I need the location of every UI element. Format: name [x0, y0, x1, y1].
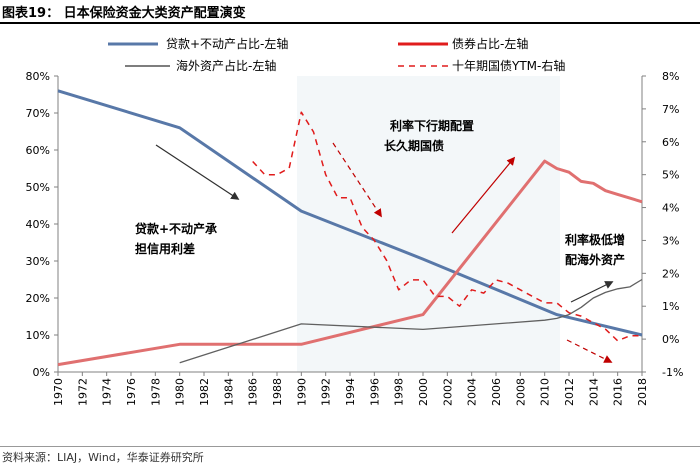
- y-right-tick-label: 4%: [662, 202, 679, 215]
- x-tick-label: 1976: [125, 378, 138, 406]
- chart-svg: 贷款+不动产占比-左轴 债券占比-左轴 海外资产占比-左轴 十年期国债YTM-右…: [26, 36, 684, 406]
- annotation-loans-line1: 贷款+不动产承: [135, 221, 217, 236]
- series-bonds-line: [57, 159, 643, 367]
- legend-label-loans: 贷款+不动产占比-左轴: [166, 36, 288, 51]
- annotation-overseas-line2: 配海外资产: [565, 252, 625, 267]
- title-bar: 图表19： 日本保险资金大类资产配置演变: [0, 0, 700, 24]
- legend-label-bonds: 债券占比-左轴: [452, 36, 528, 51]
- x-tick-label: 2000: [417, 378, 430, 406]
- x-tick-label: 1978: [149, 378, 162, 406]
- x-tick-label: 1996: [368, 378, 381, 406]
- legend-label-jgb: 十年期国债YTM-右轴: [452, 58, 565, 73]
- y-left-tick-label: 50%: [26, 181, 50, 194]
- x-tick-label: 2004: [466, 378, 479, 406]
- x-tick-label: 1988: [271, 378, 284, 406]
- x-tick-label: 1984: [222, 378, 235, 406]
- y-left-tick-label: 80%: [26, 70, 50, 83]
- y-left-tick-label: 20%: [26, 292, 50, 305]
- x-tick-label: 2006: [490, 378, 503, 406]
- series-overseas-line: [179, 278, 643, 364]
- y-right-tick-label: 3%: [662, 234, 679, 247]
- arrow-bonds-up: [451, 156, 516, 234]
- y-left-tick-label: 60%: [26, 144, 50, 157]
- y-left-tick-label: 10%: [26, 329, 50, 342]
- source-divider: [0, 446, 700, 447]
- x-tick-label: 1986: [247, 378, 260, 406]
- y-right-tick-label: 0%: [662, 333, 679, 346]
- x-tick-label: 2002: [441, 378, 454, 406]
- y-left-tick-label: 40%: [26, 218, 50, 231]
- series-group: [57, 89, 643, 367]
- x-tick-label: 2014: [587, 378, 600, 406]
- x-tick-label: 2016: [612, 378, 625, 406]
- arrow-rates-down: [332, 142, 382, 218]
- y-left-tick-label: 30%: [26, 255, 50, 268]
- x-tick-label: 1972: [76, 378, 89, 406]
- annotation-bonds-line1: 利率下行期配置: [390, 118, 474, 133]
- legend: 贷款+不动产占比-左轴 债券占比-左轴 海外资产占比-左轴 十年期国债YTM-右…: [108, 36, 565, 73]
- y-right-tick-label: 7%: [662, 103, 679, 116]
- x-tick-label: 2008: [514, 378, 527, 406]
- y-right-tick-label: 8%: [662, 70, 679, 83]
- x-tick-label: 1974: [101, 378, 114, 406]
- y-right-tick-label: 1%: [662, 300, 679, 313]
- annotation-bonds-line2: 长久期国债: [384, 138, 444, 153]
- x-tick-label: 1992: [320, 378, 333, 406]
- x-tick-label: 1980: [174, 378, 187, 406]
- x-tick-label: 2012: [563, 378, 576, 406]
- annotation-overseas-line1: 利率极低增: [565, 232, 625, 247]
- annotation-loans-line2: 担信用利差: [135, 241, 195, 256]
- series-jgb-yield-line: [252, 111, 642, 342]
- x-tick-label: 1998: [393, 378, 406, 406]
- y-right-tick-label: -1%: [662, 366, 683, 379]
- x-tick-label: 2010: [539, 378, 552, 406]
- figure-title: 图表19： 日本保险资金大类资产配置演变: [2, 6, 246, 21]
- legend-label-overseas: 海外资产占比-左轴: [176, 58, 276, 73]
- arrow-overseas-up: [570, 281, 614, 303]
- y-left-tick-label: 70%: [26, 107, 50, 120]
- x-tick-label: 1994: [344, 378, 357, 406]
- y-right-tick-label: 2%: [662, 267, 679, 280]
- arrow-rates-low: [566, 339, 613, 363]
- x-tick-label: 1990: [295, 378, 308, 406]
- source-note: 资料来源：LIAJ，Wind，华泰证券研究所: [2, 451, 204, 464]
- arrow-loans-down: [155, 144, 240, 200]
- y-right-tick-label: 6%: [662, 136, 679, 149]
- axes: 0% 10% 20% 30% 40% 50% 60% 70% 80% -1% 0% 1% 2% 3% 4% 5…: [26, 70, 684, 406]
- x-tick-label: 2018: [636, 378, 649, 406]
- x-tick-label: 1970: [52, 378, 65, 406]
- y-left-tick-label: 0%: [33, 366, 50, 379]
- x-tick-label: 1982: [198, 378, 211, 406]
- series-loans-line: [57, 89, 643, 337]
- y-right-tick-label: 5%: [662, 169, 679, 182]
- annotation-group: 贷款+不动产承 担信用利差 利率下行期配置 长久期国债 利率极低增 配海外资产: [135, 118, 625, 363]
